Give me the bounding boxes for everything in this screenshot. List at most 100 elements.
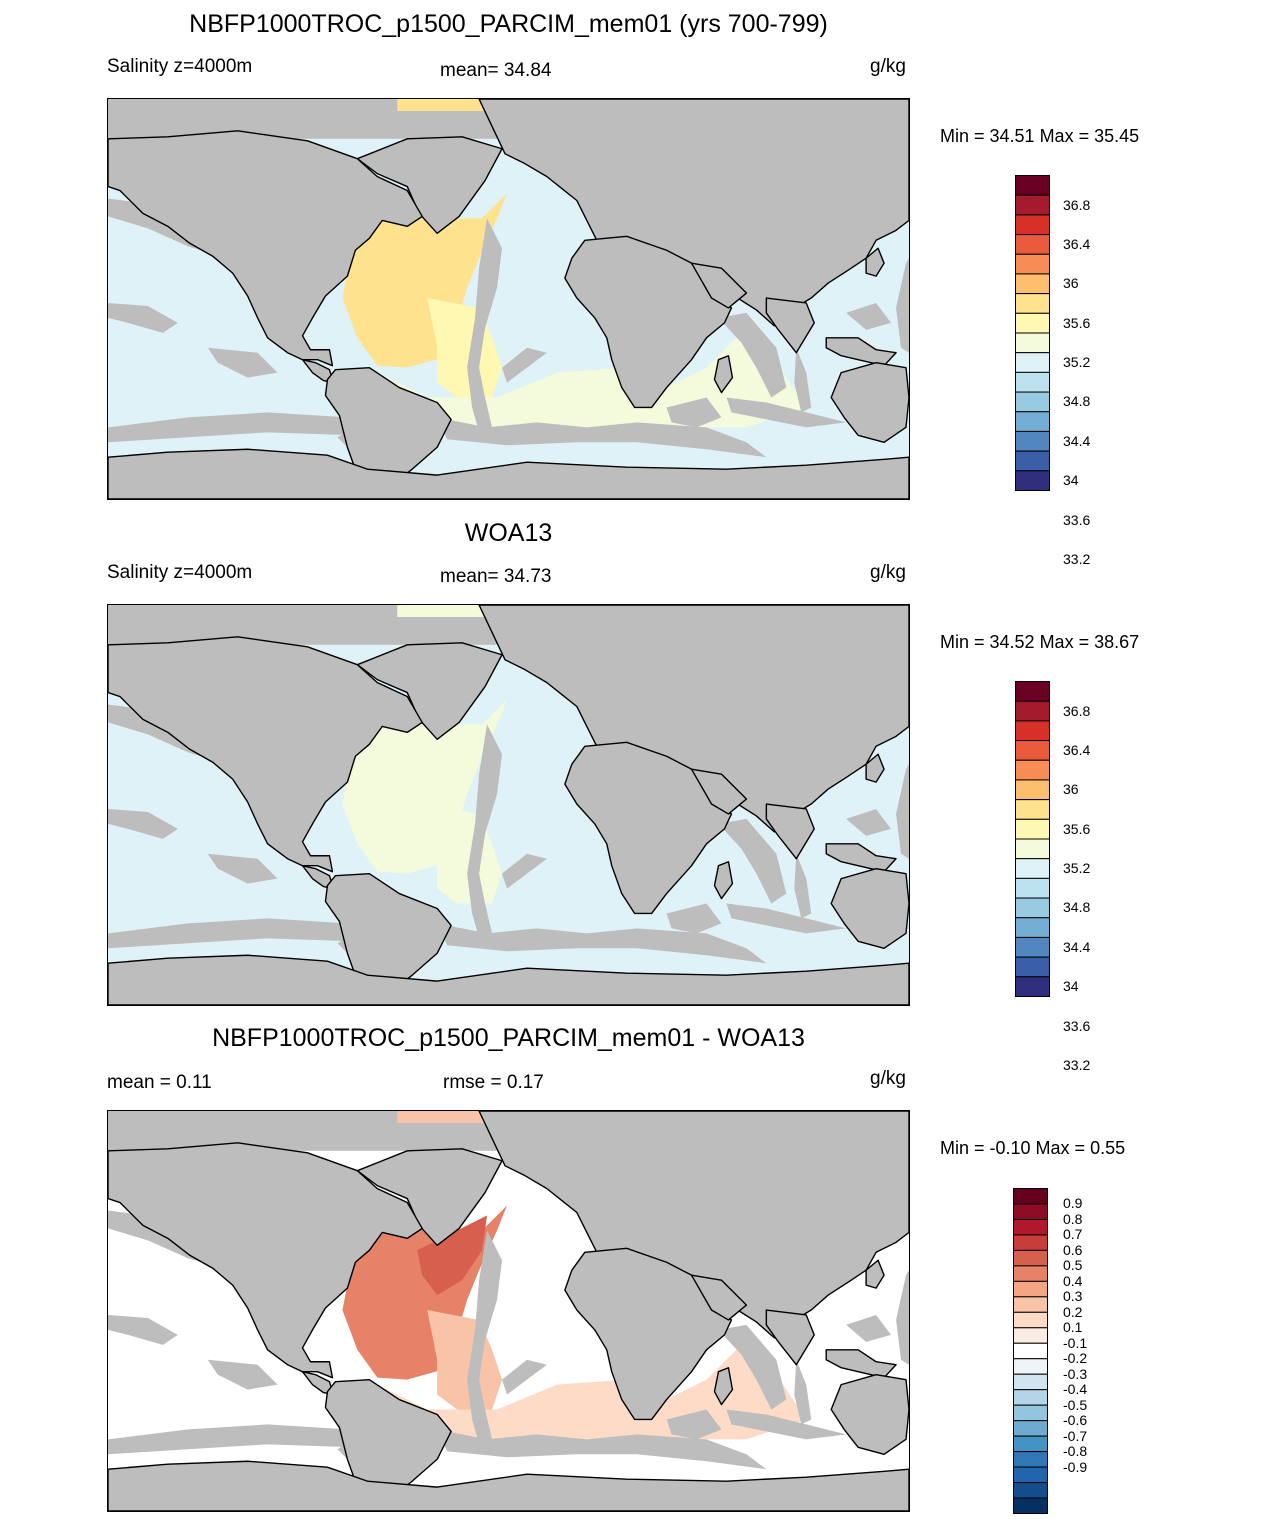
ridge bbox=[846, 808, 892, 836]
colorbar-tick-label: 35.6 bbox=[1063, 820, 1091, 837]
colorbar-box bbox=[1013, 1482, 1048, 1499]
ridge bbox=[666, 903, 722, 934]
ridge bbox=[207, 1359, 278, 1390]
colorbar-box bbox=[1015, 681, 1050, 702]
panel3-colorbar: 0.9 0.8 0.7 0.6 0.5 0.4 0.3 0.2 0.1 -0.1 -0.2 -0.3-… bbox=[1013, 1188, 1087, 1519]
colorbar-box bbox=[1015, 956, 1050, 978]
colorbar-tick-label: -0.8 bbox=[1063, 1443, 1088, 1460]
ridge bbox=[437, 923, 767, 964]
colorbar-tick-label: 36 bbox=[1063, 781, 1079, 798]
ridge bbox=[896, 1270, 909, 1365]
colorbar-box bbox=[1013, 1311, 1048, 1329]
continent bbox=[765, 1309, 815, 1366]
ridge bbox=[726, 903, 847, 934]
colorbar-tick-label: 33.6 bbox=[1063, 511, 1091, 528]
ridge bbox=[794, 853, 812, 919]
panel2-map bbox=[107, 604, 910, 1006]
ridge bbox=[108, 808, 178, 839]
panel1-colorbar: 36.8 36.4 36 35.6 35.2 34.8 34.4 34 33.6 33.2 bbox=[1015, 175, 1090, 567]
panel2-variable-label: Salinity z=4000m bbox=[107, 562, 253, 583]
ridge bbox=[726, 1409, 847, 1440]
colorbar-box bbox=[1015, 740, 1050, 761]
continent bbox=[108, 130, 423, 367]
colorbar-tick-label: -0.1 bbox=[1063, 1334, 1088, 1351]
colorbar-tick-label: 36.4 bbox=[1063, 741, 1091, 758]
panel3-rmse-label: rmse = 0.17 bbox=[443, 1072, 544, 1093]
colorbar-box bbox=[1013, 1358, 1048, 1375]
colorbar-box bbox=[1015, 877, 1050, 899]
colorbar-box bbox=[1015, 312, 1050, 334]
ridge bbox=[437, 1429, 767, 1470]
colorbar-tick-label: 0.9 bbox=[1063, 1195, 1083, 1212]
colorbar-tick-label: 36.8 bbox=[1063, 196, 1091, 213]
colorbar-box bbox=[1013, 1389, 1048, 1406]
colorbar-box bbox=[1015, 293, 1050, 314]
ridge bbox=[846, 1314, 892, 1342]
ridge bbox=[108, 412, 358, 443]
colorbar-tick-label: 34.4 bbox=[1063, 938, 1091, 955]
colorbar-box bbox=[1015, 779, 1050, 801]
panel3-map bbox=[107, 1110, 910, 1512]
colorbar-box bbox=[1015, 720, 1050, 742]
colorbar-box bbox=[1015, 332, 1050, 354]
continent bbox=[356, 1148, 503, 1247]
colorbar-tick-label: 0.5 bbox=[1063, 1257, 1083, 1274]
colorbar-tick-label: 34.8 bbox=[1063, 899, 1091, 916]
ridge bbox=[896, 764, 909, 859]
colorbar-tick-label: 0.6 bbox=[1063, 1241, 1083, 1258]
panel3-minmax: Min = -0.10 Max = 0.55 bbox=[940, 1138, 1126, 1158]
ridge bbox=[726, 397, 847, 428]
colorbar-box bbox=[1013, 1342, 1048, 1360]
panel3-title: NBFP1000TROC_p1500_PARCIM_mem01 - WOA13 bbox=[212, 1024, 805, 1052]
colorbar-box bbox=[1015, 411, 1050, 432]
continent bbox=[830, 1373, 909, 1455]
colorbar-boxes bbox=[1015, 681, 1050, 997]
colorbar-tick-label: -0.9 bbox=[1063, 1458, 1088, 1475]
continent bbox=[830, 867, 909, 949]
colorbar-box bbox=[1015, 371, 1050, 393]
colorbar-box bbox=[1015, 352, 1050, 373]
ridge bbox=[108, 302, 178, 333]
colorbar-box bbox=[1015, 253, 1050, 275]
colorbar-box bbox=[1015, 214, 1050, 236]
panel2-units: g/kg bbox=[870, 562, 906, 583]
colorbar-tick-label: 34.4 bbox=[1063, 432, 1091, 449]
ridge bbox=[502, 853, 547, 889]
ridge bbox=[896, 258, 909, 353]
panel1-units: g/kg bbox=[870, 56, 906, 77]
colorbar-tick-label: -0.5 bbox=[1063, 1396, 1088, 1413]
colorbar-box bbox=[1015, 700, 1050, 722]
colorbar-tick-label: -0.2 bbox=[1063, 1350, 1088, 1367]
colorbar-tick-label: -0.4 bbox=[1063, 1381, 1088, 1398]
colorbar-tick-label: 34 bbox=[1063, 472, 1079, 489]
continent bbox=[830, 361, 909, 443]
ridge bbox=[794, 1359, 812, 1425]
north-atlantic-region bbox=[342, 178, 508, 368]
colorbar-tick-label: -0.6 bbox=[1063, 1412, 1088, 1429]
continent bbox=[713, 1367, 734, 1406]
colorbar-tick-label: 0.7 bbox=[1063, 1226, 1083, 1243]
colorbar-box bbox=[1013, 1435, 1048, 1453]
continent bbox=[108, 636, 423, 873]
colorbar-box bbox=[1013, 1249, 1048, 1267]
colorbar-tick-label: 0.2 bbox=[1063, 1303, 1083, 1320]
panel1-minmax: Min = 34.51 Max = 35.45 bbox=[940, 126, 1140, 146]
ridge bbox=[467, 1230, 503, 1455]
ridge bbox=[467, 218, 503, 443]
colorbar-tick-label: 35.2 bbox=[1063, 354, 1091, 371]
continent bbox=[865, 247, 885, 277]
panel2-title: WOA13 bbox=[464, 519, 553, 547]
ridge bbox=[207, 347, 278, 378]
colorbar-tick-label: 0.4 bbox=[1063, 1272, 1083, 1289]
colorbar-box bbox=[1015, 175, 1050, 196]
colorbar-boxes bbox=[1015, 175, 1050, 491]
colorbar-box bbox=[1013, 1218, 1048, 1236]
colorbar-box bbox=[1013, 1280, 1048, 1298]
ridge bbox=[502, 1359, 547, 1395]
panel3-units: g/kg bbox=[870, 1068, 906, 1089]
panel1-mean-label: mean= 34.84 bbox=[440, 60, 552, 81]
colorbar-tick-label: 33.2 bbox=[1063, 1056, 1091, 1073]
colorbar-box bbox=[1013, 1373, 1048, 1391]
colorbar-box bbox=[1015, 273, 1050, 295]
colorbar-box bbox=[1013, 1466, 1048, 1484]
